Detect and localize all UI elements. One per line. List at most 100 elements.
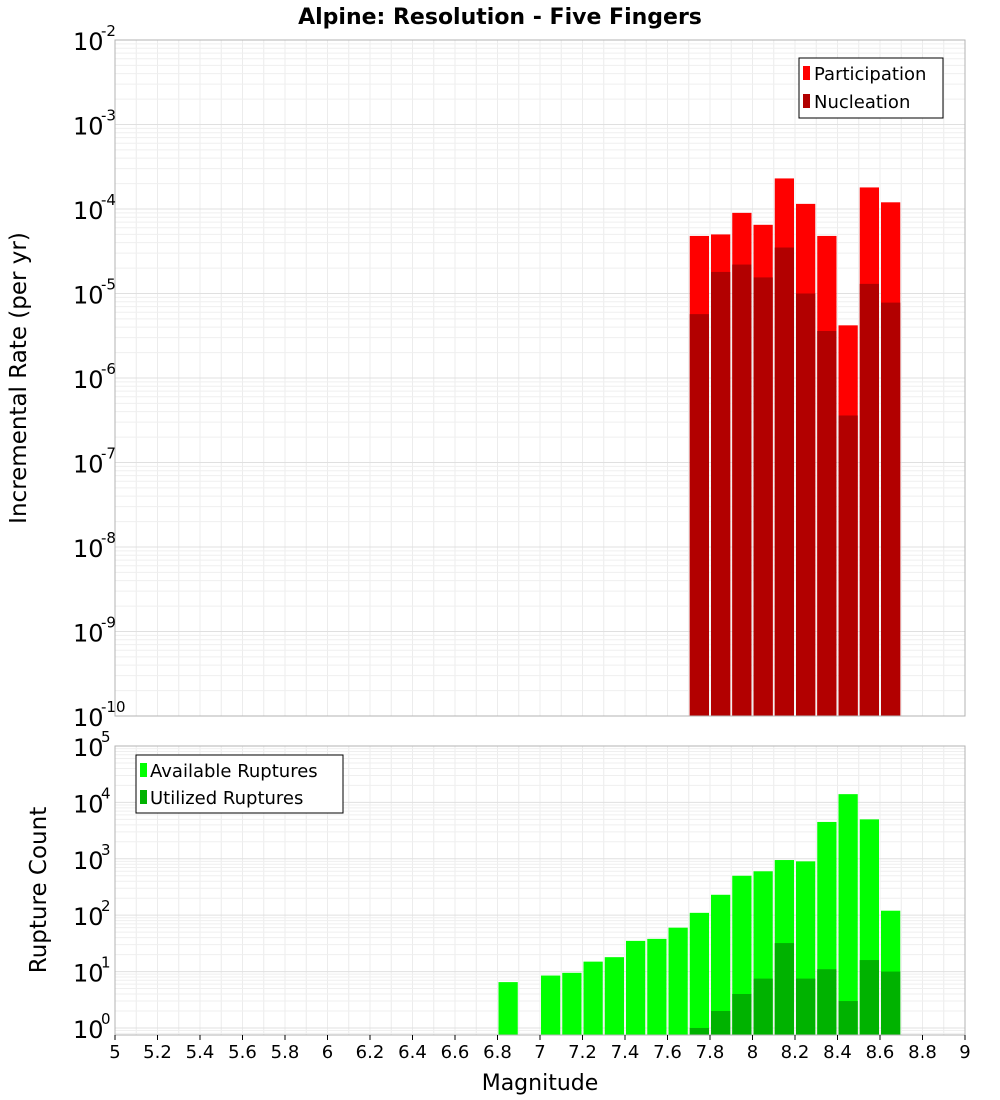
top-bar-nucleation	[796, 293, 816, 716]
top-y-axis-label: Incremental Rate (per yr)	[6, 232, 32, 524]
bottom-y-tick-exponent: 0	[101, 1010, 111, 1028]
legend-swatch-nucleation	[803, 94, 810, 108]
bottom-y-tick-exponent: 5	[101, 728, 111, 746]
top-y-tick-exponent: -7	[101, 445, 116, 463]
x-tick-label: 5.8	[271, 1042, 300, 1063]
x-tick-label: 5.6	[228, 1042, 257, 1063]
top-y-tick-label: 10	[73, 704, 104, 732]
bottom-bar-available-ruptures	[626, 940, 646, 1035]
bottom-bar-utilized-ruptures	[689, 1027, 709, 1035]
x-tick-label: 6.6	[441, 1042, 470, 1063]
bottom-bar-utilized-ruptures	[774, 943, 794, 1035]
bottom-y-tick-exponent: 3	[101, 841, 111, 859]
legend-swatch-available	[140, 763, 147, 777]
top-bar-nucleation	[859, 283, 879, 716]
x-tick-label: 7.8	[696, 1042, 725, 1063]
top-bar-nucleation	[881, 302, 901, 716]
top-y-tick-label: 10	[73, 366, 104, 394]
x-tick-label: 7.2	[568, 1042, 597, 1063]
bottom-bar-utilized-ruptures	[711, 1010, 731, 1035]
top-y-tick-exponent: -2	[101, 22, 116, 40]
bottom-legend-box	[135, 754, 344, 814]
top-y-tick-exponent: -4	[101, 191, 116, 209]
top-y-tick-exponent: -3	[101, 107, 116, 125]
x-tick-label: 6.8	[483, 1042, 512, 1063]
x-tick-label: 6.4	[398, 1042, 427, 1063]
top-legend: Participation Nucleation	[798, 57, 944, 119]
bottom-bar-utilized-ruptures	[796, 978, 816, 1035]
top-plot-frame	[114, 39, 966, 717]
bottom-y-tick-label: 10	[73, 790, 104, 818]
top-y-tick-label: 10	[73, 28, 104, 56]
bottom-bar-available-ruptures	[498, 982, 518, 1035]
top-grid	[114, 39, 966, 717]
x-tick-label: 8.6	[866, 1042, 895, 1063]
top-y-tick-exponent: -10	[101, 698, 126, 716]
x-tick-label: 7.6	[653, 1042, 682, 1063]
x-tick-label: 6	[322, 1042, 333, 1063]
x-tick-label: 9	[959, 1042, 970, 1063]
bottom-y-tick-exponent: 2	[101, 897, 111, 915]
top-y-tick-label: 10	[73, 197, 104, 225]
top-bar-nucleation	[817, 330, 837, 716]
bottom-bar-available-ruptures	[711, 894, 731, 1035]
bottom-y-tick-label: 10	[73, 960, 104, 988]
x-tick-label: 8.4	[823, 1042, 852, 1063]
legend-label-available: Available Ruptures	[150, 761, 318, 782]
bottom-bar-utilized-ruptures	[753, 978, 773, 1035]
bottom-bar-available-ruptures	[668, 927, 688, 1035]
bottom-y-tick-label: 10	[73, 903, 104, 931]
top-y-tick-label: 10	[73, 282, 104, 310]
bottom-bar-available-ruptures	[583, 961, 603, 1035]
bottom-y-tick-exponent: 1	[101, 954, 111, 972]
x-tick-label: 5	[109, 1042, 120, 1063]
x-tick-label: 6.2	[356, 1042, 385, 1063]
top-bar-nucleation	[774, 247, 794, 716]
x-ticks: 5 5.2 5.4 5.6 5.8 6 6.2 6.4 6.6 6.8 7 7.2 7.4 7.6 7.8 8…	[109, 1035, 971, 1063]
top-bar-nucleation	[711, 271, 731, 716]
x-tick-label: 5.4	[186, 1042, 215, 1063]
bottom-legend: Available Ruptures Utilized Ruptures	[135, 754, 344, 814]
x-axis-label: Magnitude	[482, 1071, 599, 1096]
x-tick-label: 5.2	[143, 1042, 172, 1063]
top-y-tick-label: 10	[73, 620, 104, 648]
top-bar-nucleation	[838, 415, 858, 716]
x-tick-label: 7	[534, 1042, 545, 1063]
top-y-tick-exponent: -6	[101, 360, 116, 378]
bottom-bar-available-ruptures	[647, 938, 667, 1035]
legend-label-participation: Participation	[814, 64, 926, 85]
legend-swatch-participation	[803, 66, 810, 80]
top-bar-nucleation	[689, 314, 709, 716]
top-y-tick-label: 10	[73, 535, 104, 563]
bottom-bar-utilized-ruptures	[859, 960, 879, 1035]
bottom-y-tick-label: 10	[73, 1016, 104, 1044]
bottom-bars	[498, 794, 901, 1035]
top-y-tick-exponent: -9	[101, 614, 116, 632]
legend-label-utilized: Utilized Ruptures	[150, 788, 303, 809]
top-y-tick-label: 10	[73, 113, 104, 141]
bottom-bar-available-ruptures	[838, 794, 858, 1035]
bottom-bar-utilized-ruptures	[732, 994, 752, 1035]
top-legend-box	[798, 57, 944, 119]
bottom-bar-available-ruptures	[562, 972, 582, 1035]
bottom-bar-utilized-ruptures	[881, 971, 901, 1035]
bottom-bar-utilized-ruptures	[838, 1001, 858, 1035]
bottom-y-tick-exponent: 4	[101, 784, 111, 802]
bottom-y-tick-label: 10	[73, 734, 104, 762]
legend-swatch-utilized	[140, 790, 147, 804]
top-y-tick-exponent: -8	[101, 529, 116, 547]
top-y-tick-label: 10	[73, 451, 104, 479]
bottom-bar-available-ruptures	[541, 975, 561, 1035]
chart-title: Alpine: Resolution - Five Fingers	[298, 5, 702, 30]
bottom-bar-available-ruptures	[604, 957, 624, 1035]
top-bar-nucleation	[732, 264, 752, 716]
top-bar-nucleation	[753, 277, 773, 716]
x-tick-label: 8	[747, 1042, 758, 1063]
bottom-y-axis-label: Rupture Count	[26, 807, 52, 973]
top-y-tick-exponent: -5	[101, 276, 116, 294]
x-tick-label: 8.2	[781, 1042, 810, 1063]
